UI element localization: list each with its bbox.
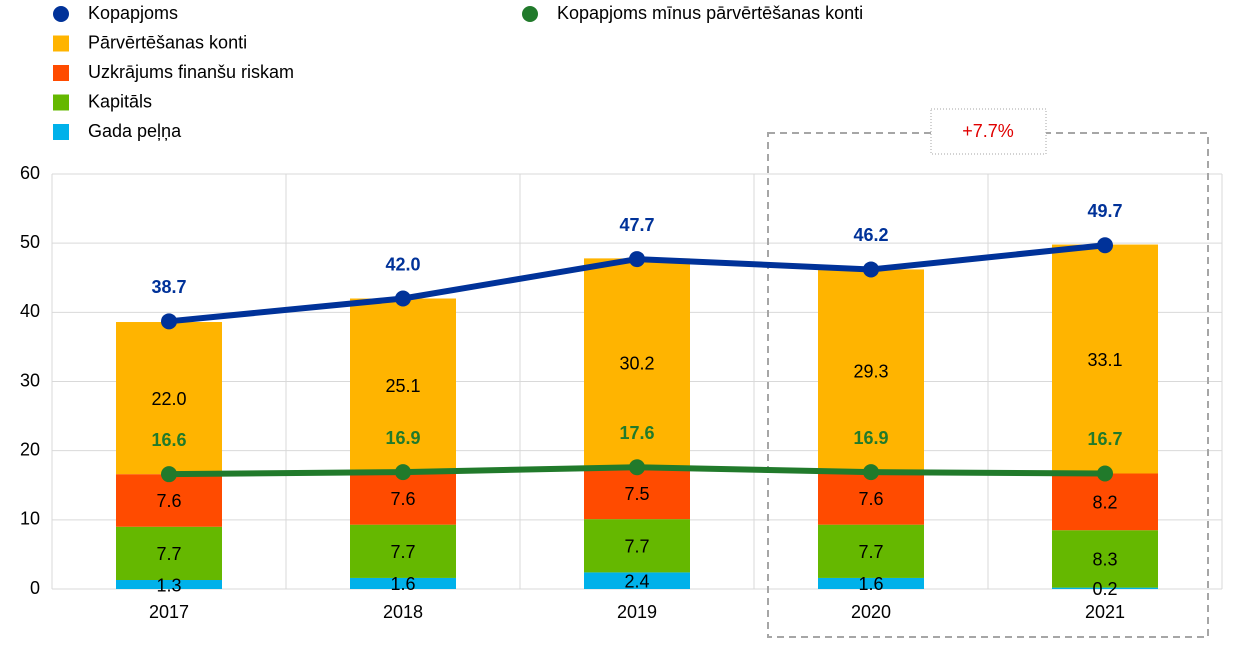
bar-value-label: 1.3 (156, 575, 181, 595)
bar-value-label: 0.2 (1092, 579, 1117, 599)
line-value-label: 47.7 (619, 215, 654, 235)
x-tick-label: 2020 (851, 602, 891, 622)
line-point (629, 459, 645, 476)
bar-segment (350, 298, 456, 473)
bar-value-label: 25.1 (385, 376, 420, 396)
y-tick-label: 0 (30, 578, 40, 598)
bar-value-label: 7.6 (390, 489, 415, 509)
bar-segment (818, 472, 924, 525)
bar-value-label: 7.7 (858, 542, 883, 562)
bar-segment (116, 474, 222, 527)
line-value-label: 16.9 (385, 428, 420, 448)
legend-marker (53, 94, 69, 111)
bar-value-label: 22.0 (151, 389, 186, 409)
bar-value-label: 7.7 (156, 544, 181, 564)
bar-value-label: 30.2 (619, 354, 654, 374)
bar-value-label: 7.6 (156, 491, 181, 511)
line-point (1097, 465, 1113, 482)
line-value-label: 16.9 (853, 428, 888, 448)
line-value-label: 17.6 (619, 423, 654, 443)
bar-segment (116, 580, 222, 589)
bar-segment (116, 526, 222, 581)
line-value-label: 16.6 (151, 430, 186, 450)
y-tick-label: 40 (20, 301, 40, 321)
legend-label: Gada peļņa (88, 121, 182, 141)
legend-marker (53, 124, 69, 140)
legend-label: Kopapjoms mīnus pārvērtēšanas konti (557, 3, 863, 23)
bar-segment (818, 524, 924, 578)
bar-segment (584, 258, 690, 468)
annotation: +7.7% (962, 121, 1014, 141)
bar-value-label: 33.1 (1087, 350, 1122, 370)
legend-label: Uzkrājums finanšu riskam (88, 62, 294, 82)
y-tick-label: 10 (20, 509, 40, 529)
y-tick-label: 20 (20, 439, 40, 459)
line-point (629, 251, 645, 268)
y-tick-label: 30 (20, 370, 40, 390)
bar-segment (1052, 244, 1158, 474)
line-value-label: 38.7 (151, 277, 186, 297)
bar-segment (350, 524, 456, 578)
x-tick-label: 2019 (617, 602, 657, 622)
bar-segment (1052, 530, 1158, 588)
bar-value-label: 8.2 (1092, 493, 1117, 513)
bar-segment (584, 572, 690, 589)
x-tick-label: 2018 (383, 602, 423, 622)
line-point (863, 261, 879, 278)
bar-segment (584, 467, 690, 520)
y-tick-label: 50 (20, 232, 40, 252)
bar-value-label: 2.4 (624, 571, 649, 591)
bar-segment (1052, 587, 1158, 589)
bar-value-label: 1.6 (390, 574, 415, 594)
line-point (161, 313, 177, 330)
line-point (395, 464, 411, 481)
line-value-label: 46.2 (853, 225, 888, 245)
bar-segment (350, 577, 456, 589)
line-value-label: 42.0 (385, 254, 420, 274)
line-point (395, 290, 411, 307)
bar-value-label: 7.7 (390, 542, 415, 562)
bar-value-label: 29.3 (853, 362, 888, 382)
legend-marker (53, 35, 69, 52)
bar-value-label: 8.3 (1092, 550, 1117, 570)
line-point (863, 464, 879, 481)
x-tick-label: 2017 (149, 602, 189, 622)
bar-value-label: 7.7 (624, 537, 649, 557)
bar-segment (116, 322, 222, 475)
legend-label: Kapitāls (88, 91, 152, 111)
legend-label: Kopapjoms (88, 3, 178, 23)
line-point (161, 466, 177, 483)
bar-value-label: 7.5 (624, 484, 649, 504)
line-point (1097, 237, 1113, 254)
y-tick-label: 60 (20, 163, 40, 183)
bar-segment (350, 472, 456, 525)
bar-segment (818, 577, 924, 589)
bar-segment (584, 519, 690, 573)
annotation-box (930, 108, 1047, 155)
legend-marker (53, 6, 69, 22)
bar-segment (1052, 473, 1158, 531)
line-value-label: 49.7 (1087, 201, 1122, 221)
x-tick-label: 2021 (1085, 602, 1125, 622)
bar-segment (818, 269, 924, 473)
bar-value-label: 7.6 (858, 489, 883, 509)
legend-label: Pārvērtēšanas konti (88, 32, 247, 52)
legend-marker (53, 65, 69, 81)
legend-marker (522, 6, 538, 22)
line-value-label: 16.7 (1087, 429, 1122, 449)
bar-value-label: 1.6 (858, 574, 883, 594)
